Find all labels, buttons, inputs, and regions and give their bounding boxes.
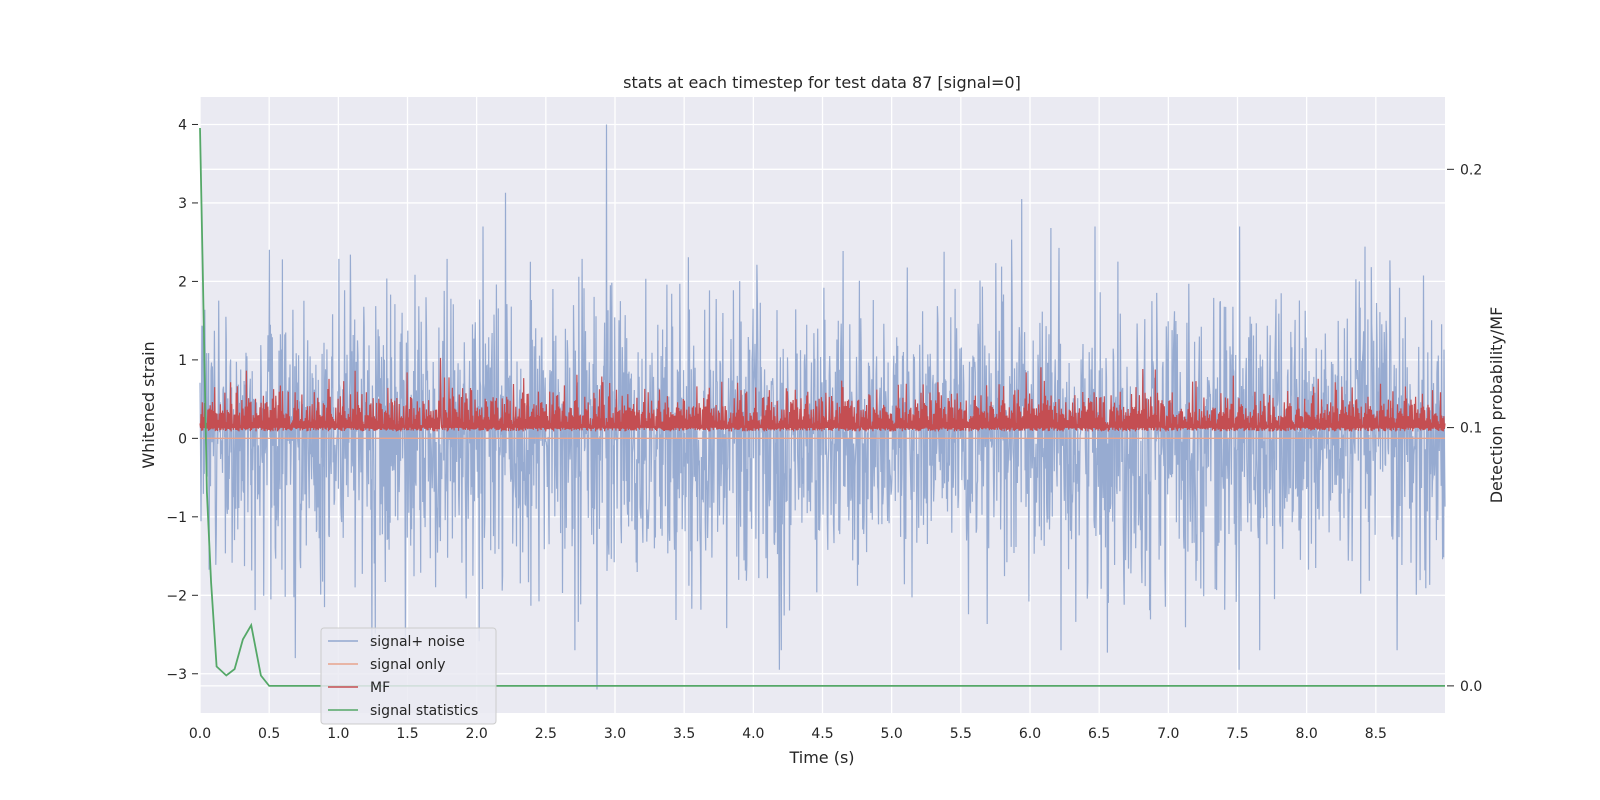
x-tick-label: 5.5 xyxy=(950,726,972,742)
x-tick-label: 2.5 xyxy=(535,726,557,742)
y-tick-label: −1 xyxy=(166,510,187,526)
x-tick-label: 4.5 xyxy=(811,726,833,742)
x-tick-label: 7.0 xyxy=(1157,726,1179,742)
x-tick-label: 0.0 xyxy=(189,726,211,742)
y-tick-label: 3 xyxy=(178,196,187,212)
y-tick-label: 1 xyxy=(178,353,187,369)
x-tick-label: 6.0 xyxy=(1019,726,1041,742)
x-tick-label: 8.5 xyxy=(1365,726,1387,742)
legend-label: MF xyxy=(370,680,390,696)
x-tick-label: 0.5 xyxy=(258,726,280,742)
x-axis-label: Time (s) xyxy=(788,748,854,767)
legend-entry-signal-statistics: signal statistics xyxy=(328,703,478,719)
y-right-tick-label: 0.0 xyxy=(1460,679,1482,695)
x-tick-label: 2.0 xyxy=(466,726,488,742)
legend-box xyxy=(320,627,497,725)
y-right-tick-label: 0.2 xyxy=(1460,162,1482,178)
x-tick-label: 3.5 xyxy=(673,726,695,742)
y-tick-label: −3 xyxy=(166,667,187,683)
x-tick-label: 5.0 xyxy=(881,726,903,742)
legend-entry-signal-noise: signal+ noise xyxy=(328,634,465,650)
legend-entry-signal-only: signal only xyxy=(328,657,445,673)
series-mf-line xyxy=(199,357,1446,432)
y-axis-right-label: Detection probability/MF xyxy=(1487,307,1506,504)
legend-entry-mf: MF xyxy=(328,680,390,696)
x-tick-label: 1.0 xyxy=(327,726,349,742)
legend-label: signal only xyxy=(370,657,445,673)
x-tick-label: 7.5 xyxy=(1226,726,1248,742)
legend: signal+ noise signal only MF signal stat… xyxy=(320,627,497,725)
x-tick-label: 3.0 xyxy=(604,726,626,742)
x-tick-label: 4.0 xyxy=(742,726,764,742)
y-tick-label: 0 xyxy=(178,431,187,447)
series-layer xyxy=(199,124,1446,690)
ticks: 0.0 0.5 1.0 1.5 2.0 2.5 3.0 3.5 4.0 4.5 5.0 5.5 6.0 6… xyxy=(166,117,1482,742)
x-tick-label: 6.5 xyxy=(1088,726,1110,742)
chart-title: stats at each timestep for test data 87 … xyxy=(623,73,1021,92)
series-signal-statistics-line xyxy=(199,127,1445,687)
legend-label: signal statistics xyxy=(370,703,478,719)
y-tick-label: 2 xyxy=(178,274,187,290)
y-axis-label: Whitened strain xyxy=(139,341,158,468)
y-tick-label: 4 xyxy=(178,117,187,133)
legend-label: signal+ noise xyxy=(370,634,465,650)
x-tick-label: 8.0 xyxy=(1296,726,1318,742)
y-right-tick-label: 0.1 xyxy=(1460,421,1482,437)
y-tick-label: −2 xyxy=(166,588,187,604)
x-tick-label: 1.5 xyxy=(396,726,418,742)
